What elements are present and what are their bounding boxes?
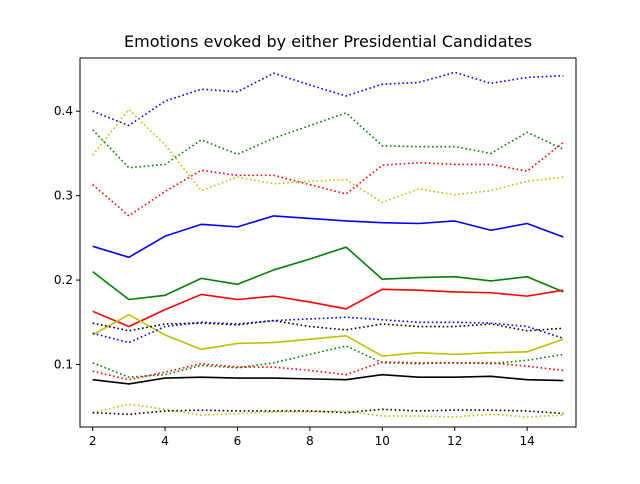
series-line-5-solid	[92, 215, 564, 259]
series-line-9-dotted	[92, 319, 564, 332]
axes-layer: 2 4 6 8 10 12 14 0.1 0.2 0.3 0.4	[54, 57, 577, 448]
series-line-4-dotted	[92, 141, 564, 217]
axes-frame	[79, 57, 577, 428]
series-line-15-dotted	[92, 408, 564, 416]
series-line-7-solid	[92, 288, 564, 328]
x-tick-label: 6	[234, 434, 242, 448]
series-line-1-dotted	[92, 71, 564, 127]
series-line-14-dotted	[92, 403, 564, 418]
series-line-3-dotted	[92, 108, 564, 204]
series-line-2-dotted	[92, 112, 564, 169]
series-line-10-dotted	[92, 316, 564, 344]
x-tick-label: 8	[306, 434, 314, 448]
series-line-12-dotted	[92, 361, 564, 381]
x-tick-label: 2	[89, 434, 97, 448]
x-tick-label: 10	[375, 434, 390, 448]
series-layer	[92, 71, 564, 418]
series-line-6-solid	[92, 246, 564, 301]
chart-title: Emotions evoked by either Presidential C…	[124, 32, 532, 51]
y-tick-label: 0.3	[54, 189, 73, 203]
x-tick-label: 4	[161, 434, 169, 448]
x-tick-label: 12	[447, 434, 462, 448]
x-tick-label: 14	[519, 434, 534, 448]
series-line-8-solid	[92, 313, 564, 357]
y-tick-label: 0.4	[54, 104, 73, 118]
y-tick-label: 0.1	[54, 358, 73, 372]
y-tick-label: 0.2	[54, 273, 73, 287]
series-line-13-solid	[92, 373, 564, 385]
